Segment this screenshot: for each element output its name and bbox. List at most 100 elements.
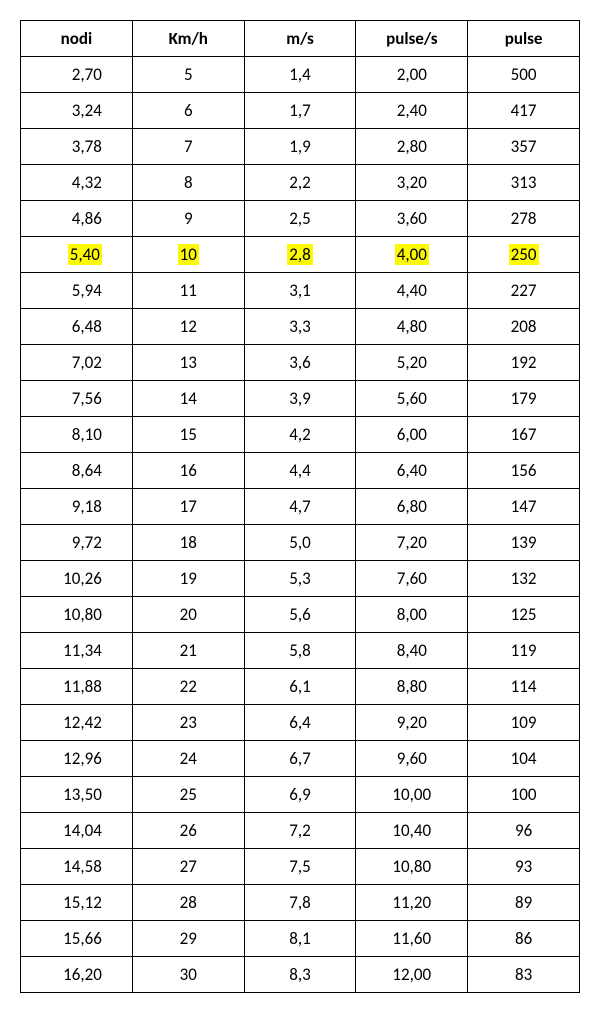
table-cell: 4,7	[244, 489, 356, 525]
table-row: 10,26195,37,60132	[21, 561, 580, 597]
table-cell: 5,94	[21, 273, 133, 309]
table-row: 12,96246,79,60104	[21, 741, 580, 777]
table-cell: 7,60	[356, 561, 468, 597]
table-cell: 7,56	[21, 381, 133, 417]
table-cell: 6,7	[244, 741, 356, 777]
table-cell: 16	[132, 453, 244, 489]
table-cell: 5,20	[356, 345, 468, 381]
table-cell: 278	[468, 201, 580, 237]
header-kmh: Km/h	[132, 21, 244, 57]
table-row: 2,7051,42,00500	[21, 57, 580, 93]
table-cell: 12,00	[356, 957, 468, 993]
table-cell: 10,80	[356, 849, 468, 885]
table-cell: 13,50	[21, 777, 133, 813]
header-pulses: pulse/s	[356, 21, 468, 57]
table-row: 5,94113,14,40227	[21, 273, 580, 309]
header-pulse: pulse	[468, 21, 580, 57]
table-cell: 10,00	[356, 777, 468, 813]
table-cell: 100	[468, 777, 580, 813]
table-cell: 3,1	[244, 273, 356, 309]
table-cell: 86	[468, 921, 580, 957]
table-cell: 11,34	[21, 633, 133, 669]
table-cell: 5,0	[244, 525, 356, 561]
table-cell: 11,20	[356, 885, 468, 921]
table-cell: 3,24	[21, 93, 133, 129]
table-cell: 227	[468, 273, 580, 309]
table-cell: 9,18	[21, 489, 133, 525]
table-cell: 21	[132, 633, 244, 669]
table-cell: 20	[132, 597, 244, 633]
table-cell: 417	[468, 93, 580, 129]
table-cell: 96	[468, 813, 580, 849]
table-cell: 9,60	[356, 741, 468, 777]
table-cell: 6,4	[244, 705, 356, 741]
table-cell: 8,64	[21, 453, 133, 489]
table-row: 16,20308,312,0083	[21, 957, 580, 993]
table-row: 11,88226,18,80114	[21, 669, 580, 705]
table-cell: 12	[132, 309, 244, 345]
table-header-row: nodi Km/h m/s pulse/s pulse	[21, 21, 580, 57]
table-cell: 147	[468, 489, 580, 525]
table-cell: 6,1	[244, 669, 356, 705]
table-cell: 24	[132, 741, 244, 777]
header-ms: m/s	[244, 21, 356, 57]
table-cell: 6,40	[356, 453, 468, 489]
table-cell: 11,88	[21, 669, 133, 705]
highlighted-value: 5,40	[68, 244, 102, 265]
table-cell: 15,12	[21, 885, 133, 921]
table-row: 13,50256,910,00100	[21, 777, 580, 813]
table-cell: 9,20	[356, 705, 468, 741]
conversion-table: nodi Km/h m/s pulse/s pulse 2,7051,42,00…	[20, 20, 580, 993]
table-row: 9,18174,76,80147	[21, 489, 580, 525]
table-cell: 11	[132, 273, 244, 309]
table-cell: 25	[132, 777, 244, 813]
table-cell: 4,4	[244, 453, 356, 489]
table-cell: 6,9	[244, 777, 356, 813]
table-cell: 104	[468, 741, 580, 777]
table-cell: 17	[132, 489, 244, 525]
table-cell: 8,1	[244, 921, 356, 957]
table-cell: 14	[132, 381, 244, 417]
table-cell: 4,80	[356, 309, 468, 345]
table-cell: 22	[132, 669, 244, 705]
table-cell: 27	[132, 849, 244, 885]
table-cell: 18	[132, 525, 244, 561]
table-cell: 500	[468, 57, 580, 93]
table-row: 6,48123,34,80208	[21, 309, 580, 345]
table-cell: 15	[132, 417, 244, 453]
header-nodi: nodi	[21, 21, 133, 57]
table-cell: 1,4	[244, 57, 356, 93]
table-cell: 1,9	[244, 129, 356, 165]
table-cell: 12,96	[21, 741, 133, 777]
table-cell: 5,6	[244, 597, 356, 633]
table-cell: 6,48	[21, 309, 133, 345]
table-cell: 2,8	[244, 237, 356, 273]
table-cell: 1,7	[244, 93, 356, 129]
table-cell: 250	[468, 237, 580, 273]
table-row: 7,56143,95,60179	[21, 381, 580, 417]
table-cell: 10,26	[21, 561, 133, 597]
table-row: 15,12287,811,2089	[21, 885, 580, 921]
highlighted-value: 10	[178, 244, 199, 265]
table-cell: 208	[468, 309, 580, 345]
table-row: 14,04267,210,4096	[21, 813, 580, 849]
table-cell: 5,60	[356, 381, 468, 417]
table-cell: 114	[468, 669, 580, 705]
table-row: 12,42236,49,20109	[21, 705, 580, 741]
table-row: 10,80205,68,00125	[21, 597, 580, 633]
highlighted-value: 4,00	[395, 244, 429, 265]
table-cell: 4,32	[21, 165, 133, 201]
table-cell: 7,8	[244, 885, 356, 921]
table-cell: 23	[132, 705, 244, 741]
table-cell: 83	[468, 957, 580, 993]
table-cell: 26	[132, 813, 244, 849]
table-cell: 3,3	[244, 309, 356, 345]
table-row: 11,34215,88,40119	[21, 633, 580, 669]
table-cell: 5,3	[244, 561, 356, 597]
table-cell: 2,70	[21, 57, 133, 93]
table-cell: 8	[132, 165, 244, 201]
table-cell: 6,00	[356, 417, 468, 453]
table-cell: 9,72	[21, 525, 133, 561]
table-cell: 10,80	[21, 597, 133, 633]
table-cell: 8,10	[21, 417, 133, 453]
